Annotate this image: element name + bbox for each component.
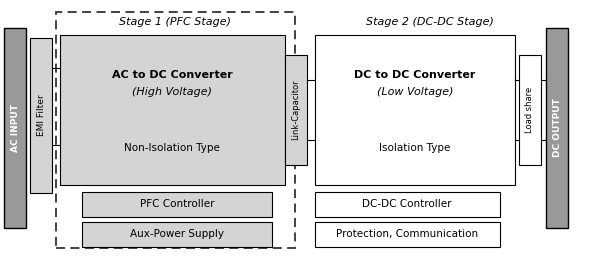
Bar [315,35,515,185]
Bar [82,222,272,247]
Text: DC-DC Controller: DC-DC Controller [362,199,452,209]
Text: Load share: Load share [526,87,535,133]
Text: Stage 1 (PFC Stage): Stage 1 (PFC Stage) [119,17,231,27]
Text: (High Voltage): (High Voltage) [132,87,212,97]
Text: Stage 2 (DC-DC Stage): Stage 2 (DC-DC Stage) [366,17,494,27]
Text: Link-Capacitor: Link-Capacitor [292,80,301,140]
Bar [60,35,285,185]
Text: Non-Isolation Type: Non-Isolation Type [124,143,220,153]
Text: Aux-Power Supply: Aux-Power Supply [130,229,224,239]
Text: Protection, Communication: Protection, Communication [336,229,478,239]
Bar [519,55,541,165]
Bar [56,12,295,248]
Text: DC OUTPUT: DC OUTPUT [553,99,562,158]
Bar [285,55,307,165]
Text: PFC Controller: PFC Controller [140,199,214,209]
Bar [82,192,272,217]
Text: AC to DC Converter: AC to DC Converter [112,70,232,80]
Text: EMI Filter: EMI Filter [37,94,46,136]
Text: AC INPUT: AC INPUT [10,104,19,152]
Text: Isolation Type: Isolation Type [379,143,451,153]
Bar [4,28,26,228]
Bar [315,192,500,217]
Bar [315,222,500,247]
Bar [546,28,568,228]
Text: DC to DC Converter: DC to DC Converter [355,70,476,80]
Bar [30,38,52,193]
Text: (Low Voltage): (Low Voltage) [377,87,453,97]
